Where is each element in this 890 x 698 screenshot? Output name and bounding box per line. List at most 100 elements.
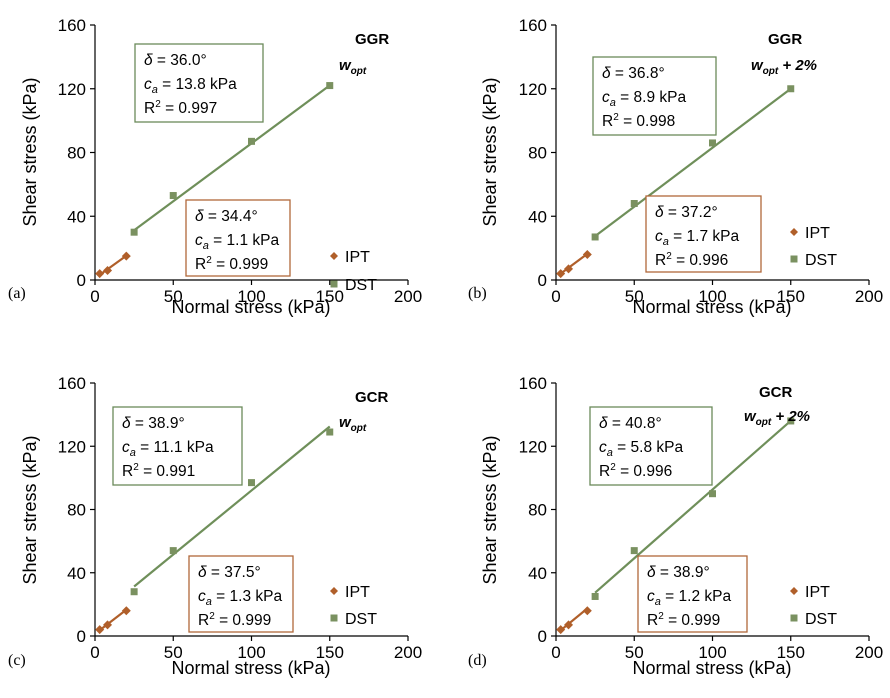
y-tick-label: 80	[528, 144, 547, 163]
material-tag: GGR	[355, 31, 389, 48]
legend-dst-marker	[790, 614, 798, 622]
ipt-r-squared: R2 = 0.999	[198, 611, 271, 629]
x-tick-label: 0	[551, 287, 560, 306]
y-tick-label: 120	[519, 437, 547, 456]
ipt-data-point	[103, 265, 113, 275]
ipt-annotation-border	[645, 195, 762, 273]
moisture-tag: wopt	[339, 414, 367, 434]
dst-data-point	[709, 490, 716, 498]
dst-data-point	[630, 200, 638, 207]
x-tick-label: 100	[698, 643, 726, 662]
legend-dst-marker	[790, 255, 798, 263]
ipt-adhesion: ca = 1.2 kPa	[647, 588, 731, 608]
y-tick-label: 0	[77, 271, 86, 290]
y-tick-label: 120	[58, 437, 86, 456]
x-tick-label: 0	[90, 643, 99, 662]
legend: IPT DST	[790, 584, 837, 628]
dst-data-point	[248, 479, 255, 487]
ipt-annotation-box: δ = 34.4° ca = 1.1 kPa R2 = 0.999	[185, 199, 291, 277]
dst-annotation-box: δ = 40.8° ca = 5.8 kPa R2 = 0.996	[589, 406, 713, 486]
panel-letter: (b)	[468, 285, 487, 302]
dst-data-point	[591, 233, 599, 241]
ipt-adhesion: ca = 1.1 kPa	[195, 232, 279, 252]
ipt-fit-line	[99, 254, 127, 276]
x-tick-label: 200	[855, 643, 883, 662]
dst-annotation-border	[134, 43, 264, 123]
dst-data-point	[169, 192, 177, 200]
ipt-annotation-box: δ = 37.2° ca = 1.7 kPa R2 = 0.996	[645, 195, 762, 273]
x-tick-label: 50	[625, 287, 644, 306]
legend-ipt-marker	[790, 587, 798, 595]
chart-panel-3: 0 40 80 120 160 0 50 100 150 200 Normal stress (kP…	[8, 374, 422, 678]
dst-annotation-border	[112, 406, 243, 486]
y-tick-label: 80	[67, 144, 86, 163]
ipt-data-point	[103, 620, 113, 630]
y-tick-label: 160	[58, 374, 86, 393]
dst-friction-angle: δ = 40.8°	[599, 415, 662, 432]
ipt-data-point	[556, 269, 566, 279]
x-tick-label: 100	[237, 287, 265, 306]
dst-adhesion: ca = 11.1 kPa	[122, 439, 214, 459]
ipt-data-point	[95, 269, 105, 279]
x-axis-label: Normal stress (kPa)	[632, 658, 791, 678]
material-tag: GCR	[355, 389, 389, 406]
ipt-data-point	[121, 251, 131, 261]
ipt-data-point	[582, 250, 592, 259]
ipt-data-point	[564, 620, 574, 630]
legend-ipt-marker	[790, 228, 798, 236]
dst-r-squared: R2 = 0.997	[144, 99, 217, 117]
y-tick-label: 160	[519, 374, 547, 393]
moisture-tag: wopt	[339, 57, 367, 77]
dst-annotation-border	[592, 56, 717, 136]
x-tick-label: 50	[164, 287, 183, 306]
dst-friction-angle: δ = 38.9°	[122, 415, 185, 432]
dst-data-point	[326, 428, 334, 436]
material-tag: GCR	[759, 384, 793, 401]
material-tag: GGR	[768, 31, 802, 48]
legend-dst-label: DST	[805, 252, 837, 269]
dst-annotation-box: δ = 36.8° ca = 8.9 kPa R2 = 0.998	[592, 56, 717, 136]
y-tick-label: 160	[519, 16, 547, 35]
ipt-fit-line	[99, 608, 127, 632]
y-tick-label: 120	[519, 80, 547, 99]
dst-friction-angle: δ = 36.8°	[602, 65, 665, 82]
x-tick-label: 0	[551, 643, 560, 662]
legend-ipt-label: IPT	[345, 249, 370, 266]
dst-data-point	[709, 139, 716, 147]
dst-adhesion: ca = 8.9 kPa	[602, 89, 686, 109]
legend-dst-marker	[330, 614, 338, 622]
ipt-r-squared: R2 = 0.999	[195, 255, 268, 273]
x-tick-label: 150	[316, 643, 344, 662]
ipt-data-point	[556, 625, 566, 635]
dst-data-point	[248, 137, 255, 145]
ipt-annotation-border	[185, 199, 291, 277]
dst-data-point	[591, 592, 599, 600]
ipt-friction-angle: δ = 37.5°	[198, 564, 261, 581]
ipt-annotation-border	[188, 555, 294, 633]
legend-dst-marker	[330, 280, 338, 288]
dst-data-point	[169, 547, 177, 555]
y-axis-label: Shear stress (kPa)	[20, 77, 40, 226]
panel-letter: (d)	[468, 652, 487, 669]
ipt-r-squared: R2 = 0.999	[647, 611, 720, 629]
x-tick-label: 200	[855, 287, 883, 306]
x-tick-label: 150	[777, 643, 805, 662]
ipt-friction-angle: δ = 37.2°	[655, 204, 718, 221]
chart-panel-1: 0 40 80 120 160 0 50 100 150 200 Normal stress (kP…	[8, 16, 422, 317]
ipt-friction-angle: δ = 38.9°	[647, 564, 710, 581]
dst-data-point	[787, 417, 795, 425]
legend-ipt-marker	[330, 587, 338, 595]
legend-ipt-label: IPT	[805, 225, 830, 242]
dst-data-point	[130, 228, 138, 236]
x-tick-label: 100	[698, 287, 726, 306]
ipt-annotation-border	[637, 555, 748, 633]
dst-fit-line	[133, 84, 331, 232]
y-tick-label: 120	[58, 80, 86, 99]
chart-panel-2: 0 40 80 120 160 0 50 100 150 200 Normal stress (kP…	[468, 16, 883, 317]
legend-dst-label: DST	[805, 611, 837, 628]
x-tick-label: 150	[777, 287, 805, 306]
dst-data-point	[630, 547, 638, 555]
dst-fit-line	[594, 419, 792, 594]
moisture-tag: wopt + 2%	[751, 57, 817, 77]
y-axis-label: Shear stress (kPa)	[20, 435, 40, 584]
